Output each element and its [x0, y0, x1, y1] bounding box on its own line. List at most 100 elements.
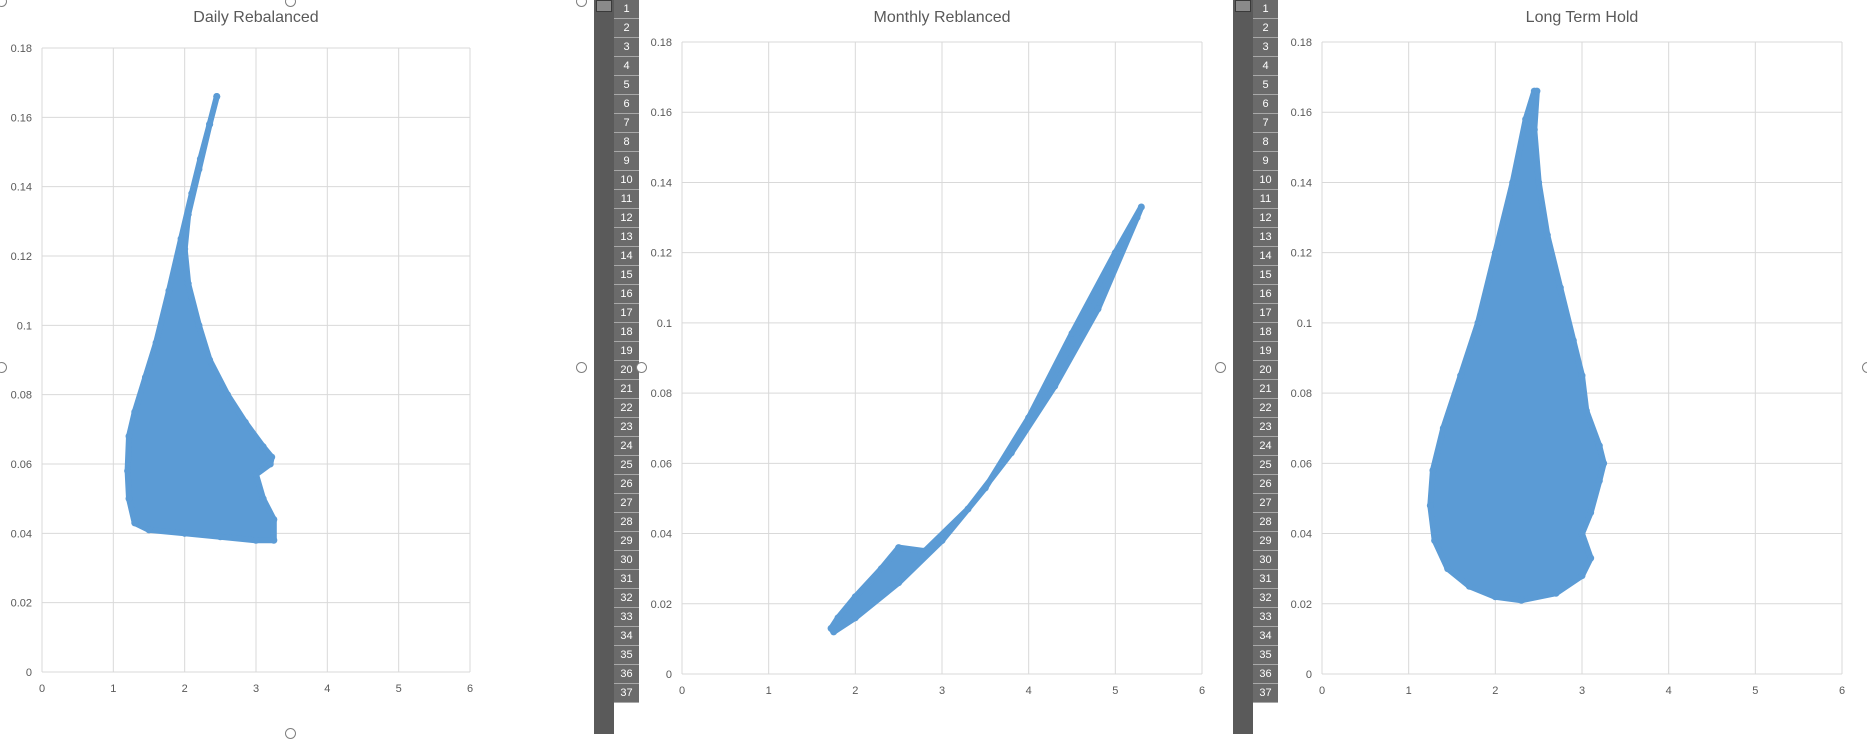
row-number[interactable]: 31 — [1253, 570, 1278, 589]
row-number[interactable]: 18 — [614, 323, 639, 342]
row-number[interactable]: 8 — [1253, 133, 1278, 152]
row-number[interactable]: 28 — [614, 513, 639, 532]
resize-handle-mid-left[interactable] — [0, 362, 7, 373]
row-number[interactable]: 37 — [1253, 684, 1278, 703]
row-number[interactable]: 29 — [614, 532, 639, 551]
row-number[interactable]: 20 — [1253, 361, 1278, 380]
resize-handle-mid-left-2[interactable] — [636, 362, 647, 373]
row-number[interactable]: 17 — [1253, 304, 1278, 323]
chart-panel-monthly[interactable]: Monthly Reblanced 0 0.02 0.04 0.06 0.08 0.1 0.1… — [640, 0, 1222, 734]
row-number[interactable]: 15 — [1253, 266, 1278, 285]
resize-handle-mid-right[interactable] — [576, 362, 587, 373]
row-number[interactable]: 32 — [1253, 589, 1278, 608]
row-number[interactable]: 31 — [614, 570, 639, 589]
resize-handle-top-left[interactable] — [0, 0, 7, 7]
row-number[interactable]: 4 — [1253, 57, 1278, 76]
scatter-point — [252, 536, 260, 544]
row-number[interactable]: 10 — [1253, 171, 1278, 190]
row-number[interactable]: 28 — [1253, 513, 1278, 532]
y-tick-label: 0.12 — [11, 251, 32, 263]
row-number[interactable]: 14 — [1253, 247, 1278, 266]
row-number[interactable]: 25 — [1253, 456, 1278, 475]
row-number[interactable]: 33 — [614, 608, 639, 627]
row-number[interactable]: 26 — [614, 475, 639, 494]
row-number[interactable]: 25 — [614, 456, 639, 475]
row-number[interactable]: 23 — [1253, 418, 1278, 437]
row-number[interactable]: 2 — [614, 19, 639, 38]
scatter-point — [981, 484, 989, 492]
row-number[interactable]: 12 — [1253, 209, 1278, 228]
row-number[interactable]: 23 — [614, 418, 639, 437]
row-number[interactable]: 15 — [614, 266, 639, 285]
row-number[interactable]: 5 — [614, 76, 639, 95]
row-number[interactable]: 22 — [614, 399, 639, 418]
row-header-strip-1: 1 2 3 4 5 6 7 8 9 10 11 12 13 14 15 16 17 18 19 20 21 22 23 24 2… — [594, 0, 639, 734]
row-number[interactable]: 4 — [614, 57, 639, 76]
scrollbar-track[interactable] — [594, 0, 614, 734]
row-number[interactable]: 13 — [1253, 228, 1278, 247]
row-number[interactable]: 9 — [614, 152, 639, 171]
row-number[interactable]: 7 — [1253, 114, 1278, 133]
scatter-point — [1474, 319, 1482, 327]
chart-panel-longterm[interactable]: Long Term Hold 0 0.02 0.04 0.06 0.08 0.1 0.12 0.… — [1280, 0, 1867, 734]
y-tick-label: 0.02 — [11, 598, 32, 610]
row-number[interactable]: 10 — [614, 171, 639, 190]
row-number[interactable]: 11 — [614, 190, 639, 209]
row-number[interactable]: 2 — [1253, 19, 1278, 38]
row-number[interactable]: 34 — [614, 627, 639, 646]
scrollbar-track-2[interactable] — [1233, 0, 1253, 734]
row-number[interactable]: 27 — [1253, 494, 1278, 513]
scatter-point — [270, 536, 278, 544]
row-number[interactable]: 21 — [614, 380, 639, 399]
row-number[interactable]: 1 — [1253, 0, 1278, 19]
row-number[interactable]: 36 — [614, 665, 639, 684]
row-number[interactable]: 29 — [1253, 532, 1278, 551]
row-number[interactable]: 16 — [1253, 285, 1278, 304]
row-number[interactable]: 19 — [1253, 342, 1278, 361]
row-number[interactable]: 13 — [614, 228, 639, 247]
row-number[interactable]: 3 — [1253, 38, 1278, 57]
row-number[interactable]: 1 — [614, 0, 639, 19]
row-number[interactable]: 6 — [614, 95, 639, 114]
scatter-point — [268, 453, 276, 461]
row-number[interactable]: 14 — [614, 247, 639, 266]
row-number[interactable]: 24 — [614, 437, 639, 456]
row-number[interactable]: 35 — [1253, 646, 1278, 665]
row-number[interactable]: 18 — [1253, 323, 1278, 342]
resize-handle-mid-right-3[interactable] — [1862, 362, 1867, 373]
row-number[interactable]: 20 — [614, 361, 639, 380]
row-number[interactable]: 26 — [1253, 475, 1278, 494]
row-number[interactable]: 8 — [614, 133, 639, 152]
row-number[interactable]: 35 — [614, 646, 639, 665]
row-number[interactable]: 12 — [614, 209, 639, 228]
resize-handle-top-right[interactable] — [576, 0, 587, 7]
row-number[interactable]: 19 — [614, 342, 639, 361]
scatter-point-cloud — [1427, 88, 1607, 604]
row-number[interactable]: 3 — [614, 38, 639, 57]
y-tick-label: 0.02 — [1291, 599, 1312, 611]
scatter-point — [851, 614, 859, 622]
row-number[interactable]: 37 — [614, 684, 639, 703]
row-number[interactable]: 30 — [1253, 551, 1278, 570]
row-number[interactable]: 34 — [1253, 627, 1278, 646]
resize-handle-mid-right-2[interactable] — [1215, 362, 1226, 373]
row-number[interactable]: 24 — [1253, 437, 1278, 456]
row-number[interactable]: 17 — [614, 304, 639, 323]
row-number[interactable]: 11 — [1253, 190, 1278, 209]
row-number[interactable]: 16 — [614, 285, 639, 304]
row-number[interactable]: 30 — [614, 551, 639, 570]
scrollbar-thumb[interactable] — [596, 0, 612, 12]
scrollbar-thumb-2[interactable] — [1235, 0, 1251, 12]
row-number[interactable]: 32 — [614, 589, 639, 608]
row-number[interactable]: 6 — [1253, 95, 1278, 114]
row-number[interactable]: 22 — [1253, 399, 1278, 418]
row-number[interactable]: 7 — [614, 114, 639, 133]
row-number[interactable]: 33 — [1253, 608, 1278, 627]
chart-panel-daily[interactable]: Daily Rebalanced 0 0.02 0.04 0.06 0.08 0.1 0.12… — [0, 0, 490, 734]
resize-handle-top-mid[interactable] — [285, 0, 296, 7]
row-number[interactable]: 36 — [1253, 665, 1278, 684]
row-number[interactable]: 27 — [614, 494, 639, 513]
row-number[interactable]: 5 — [1253, 76, 1278, 95]
row-number[interactable]: 21 — [1253, 380, 1278, 399]
row-number[interactable]: 9 — [1253, 152, 1278, 171]
